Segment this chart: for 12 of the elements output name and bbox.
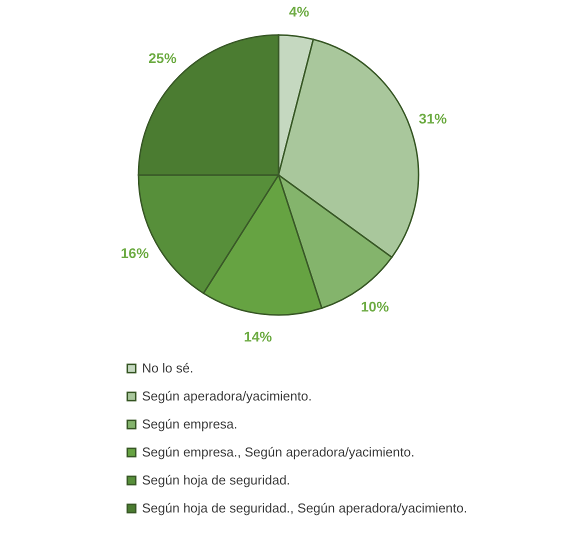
legend-label: Según empresa., Según aperadora/yacimiento.	[142, 444, 414, 460]
data-label: 14%	[244, 328, 272, 345]
legend-label: Según empresa.	[142, 416, 238, 432]
legend-label: No lo sé.	[142, 360, 194, 376]
data-label: 16%	[120, 245, 150, 262]
data-label: 25%	[148, 50, 178, 66]
legend-label: Según hoja de seguridad., Según aperadora/yacimiento.	[142, 500, 468, 516]
data-label: 31%	[418, 110, 448, 126]
legend-label: Según aperadora/yacimiento.	[142, 388, 312, 404]
data-label: 10%	[360, 298, 390, 315]
legend-label: Según hoja de seguridad.	[142, 472, 290, 488]
data-label: 4%	[288, 3, 310, 20]
